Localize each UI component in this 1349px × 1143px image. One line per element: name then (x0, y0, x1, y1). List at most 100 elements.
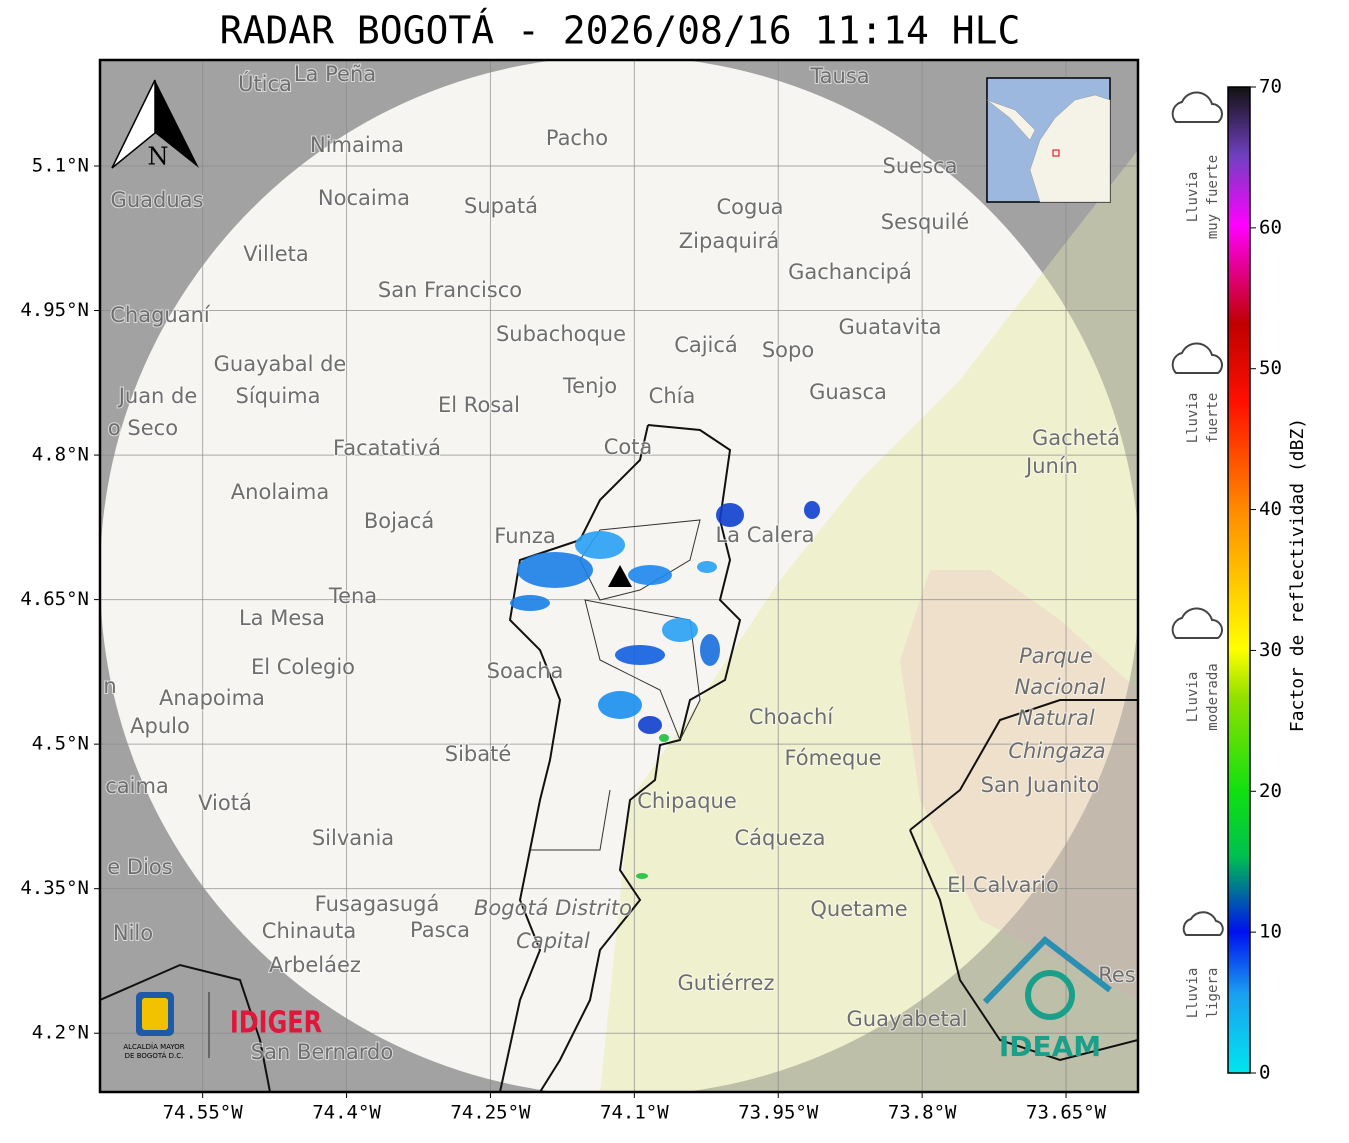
y-tick-label: 4.95°N (20, 299, 89, 321)
boundary (499, 424, 649, 1092)
place-label: Anapoima (159, 686, 265, 710)
place-label: e Dios (107, 855, 172, 879)
ideam-swirl (1025, 970, 1075, 1020)
colorbar-tick-label: 10 (1259, 921, 1282, 943)
place-label: El Rosal (438, 393, 520, 417)
place-label: o Seco (108, 416, 178, 440)
intensity-label: muy fuerte (1205, 155, 1221, 239)
echo (700, 634, 720, 666)
idiger-logo: IDIGER (230, 1006, 322, 1040)
boundary (100, 699, 1138, 1092)
place-label: Pacho (546, 126, 608, 150)
colorbar-tick-label: 50 (1259, 357, 1282, 379)
colorbar-tick-label: 70 (1259, 76, 1282, 98)
map-area: Útica La Peña Tausa Pacho Nimaima Guaduas Noca… (100, 60, 1138, 1092)
place-label: Guaduas (111, 188, 204, 212)
place-label: caima (105, 774, 169, 798)
park-area (900, 570, 1138, 1000)
echo (716, 503, 744, 527)
alcaldia-text: DE BOGOTÁ D.C. (125, 1051, 184, 1060)
echo (598, 691, 642, 719)
intensity-label: ligera (1205, 968, 1221, 1019)
place-label: Funza (494, 524, 555, 548)
place-label: Sopo (762, 338, 814, 362)
place-label: Nilo (113, 921, 153, 945)
place-label: Guayabal de (214, 352, 347, 376)
place-label: Apulo (130, 714, 190, 738)
echo (510, 595, 550, 611)
place-label: Guatavita (839, 315, 942, 339)
place-label: Res (1098, 963, 1136, 987)
place-label: Pasca (410, 918, 470, 942)
colorbar-tick-label: 60 (1259, 216, 1282, 238)
radar-echoes (510, 501, 820, 879)
place-label: Juan de (117, 384, 198, 408)
place-label: Junín (1024, 454, 1078, 478)
intensity-label: fuerte (1205, 393, 1221, 444)
place-label: Guayabetal (847, 1007, 968, 1031)
north-arrow-right (155, 80, 199, 168)
colorbar-tick-label: 0 (1259, 1062, 1270, 1084)
place-label: Bogotá Distrito (474, 896, 632, 920)
place-label: n (103, 674, 116, 698)
colorbar-tick-label: 30 (1259, 639, 1282, 661)
cloud-icon (1171, 607, 1223, 639)
colorbar-tick-label: 40 (1259, 498, 1282, 520)
place-label: Zipaquirá (679, 229, 779, 253)
inset-land (986, 94, 1111, 203)
place-label: Cajicá (674, 333, 738, 357)
inset-map (986, 77, 1111, 203)
place-label: Villeta (243, 242, 308, 266)
x-tick-label: 73.95°W (738, 1102, 819, 1124)
place-label: Gutiérrez (678, 971, 775, 995)
y-tick-label: 4.5°N (32, 733, 89, 755)
cloud-icon (1182, 911, 1224, 936)
y-tick-label: 5.1°N (32, 154, 89, 176)
place-label: Facatativá (333, 436, 441, 460)
place-label: Soacha (487, 659, 564, 683)
place-label: Sibaté (445, 742, 512, 766)
x-tick-label: 74.1°W (600, 1102, 669, 1124)
place-label: San Francisco (378, 278, 522, 302)
x-tick-label: 73.8°W (888, 1102, 957, 1124)
x-tick-label: 73.65°W (1026, 1102, 1107, 1124)
place-label: Silvania (312, 826, 394, 850)
colorbar-tick-label: 20 (1259, 780, 1282, 802)
place-label: El Colegio (251, 655, 355, 679)
x-tick-label: 74.55°W (163, 1102, 244, 1124)
place-label: Bojacá (364, 509, 434, 533)
place-label: Chía (649, 384, 696, 408)
place-label: Nacional (1015, 675, 1106, 699)
echo (697, 561, 717, 573)
place-label: Fómeque (784, 746, 881, 770)
alcaldia-shield-inner (142, 998, 168, 1030)
echo (638, 716, 662, 734)
place-label: La Calera (715, 523, 814, 547)
place-label: Choachí (749, 705, 835, 729)
cloud-icon (1171, 342, 1223, 374)
place-label: El Calvario (947, 873, 1059, 897)
inset-marker (1052, 149, 1060, 157)
north-arrow: N (111, 79, 199, 171)
echo (615, 645, 665, 665)
place-label: Chaguaní (110, 303, 211, 327)
y-tick-label: 4.2°N (32, 1022, 89, 1044)
place-label: San Juanito (981, 773, 1100, 797)
place-label: Sesquilé (881, 210, 969, 234)
place-label: Útica (238, 71, 292, 96)
intensity-label: Lluvia (1185, 393, 1201, 444)
place-label: Cogua (716, 195, 783, 219)
colorbar (1227, 86, 1251, 1074)
place-label: Arbeláez (269, 953, 361, 977)
place-label: Nimaima (310, 133, 404, 157)
place-label: San Bernardo (251, 1040, 393, 1064)
radar-site (608, 565, 632, 587)
north-label: N (148, 143, 169, 171)
place-label: Tena (328, 584, 377, 608)
place-label: Guasca (809, 380, 887, 404)
place-label: Suesca (883, 154, 958, 178)
intensity-label: Lluvia (1185, 968, 1201, 1019)
colorbar-label: Factor de reflectividad (dBZ) (1287, 418, 1308, 732)
